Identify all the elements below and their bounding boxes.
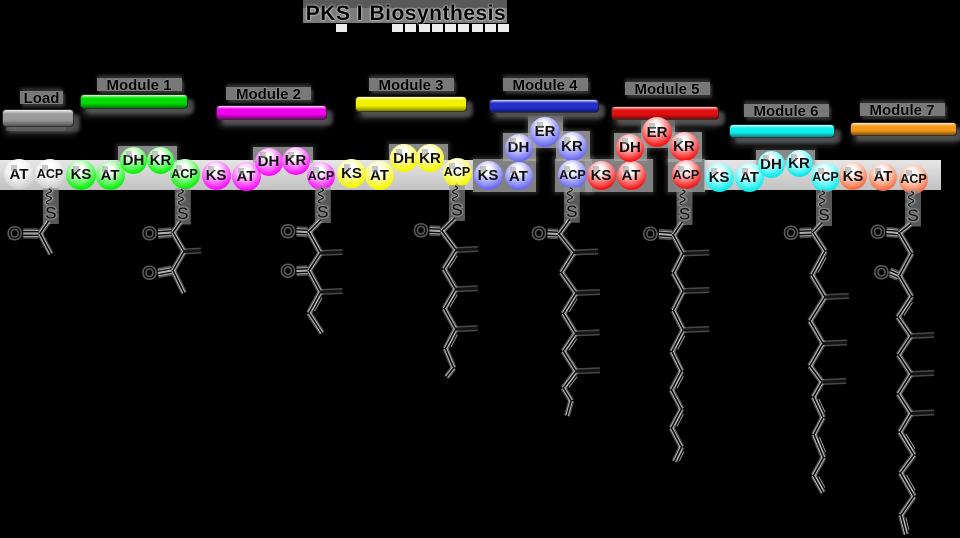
- svg-text:O: O: [143, 264, 156, 283]
- svg-text:O: O: [281, 222, 294, 241]
- svg-text:O: O: [871, 223, 884, 242]
- svg-text:O: O: [281, 262, 294, 281]
- svg-text:O: O: [532, 224, 545, 243]
- svg-text:S: S: [177, 204, 188, 223]
- svg-text:O: O: [143, 224, 156, 243]
- svg-text:S: S: [679, 205, 690, 224]
- svg-text:O: O: [414, 221, 427, 240]
- svg-text:O: O: [784, 224, 797, 243]
- svg-text:S: S: [818, 206, 829, 225]
- svg-text:S: S: [907, 206, 918, 225]
- svg-text:O: O: [875, 263, 888, 282]
- svg-text:S: S: [45, 204, 56, 223]
- svg-text:S: S: [451, 201, 462, 220]
- svg-text:O: O: [8, 224, 21, 243]
- svg-text:S: S: [317, 203, 328, 222]
- svg-text:S: S: [566, 202, 577, 221]
- svg-text:O: O: [644, 225, 657, 244]
